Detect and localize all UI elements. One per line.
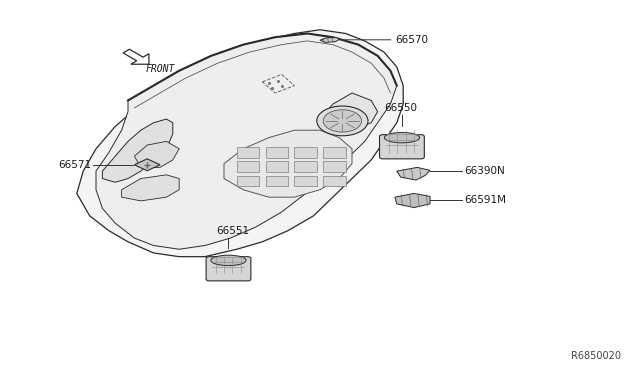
Polygon shape <box>397 167 430 180</box>
Polygon shape <box>224 130 352 197</box>
Text: 66570: 66570 <box>396 35 429 45</box>
Polygon shape <box>134 159 160 171</box>
Circle shape <box>317 106 368 136</box>
Text: 66390N: 66390N <box>464 166 505 176</box>
Text: 66571: 66571 <box>58 160 91 170</box>
Polygon shape <box>320 38 339 42</box>
Bar <box>323 147 346 158</box>
Polygon shape <box>77 30 403 257</box>
Bar <box>266 147 288 158</box>
Bar <box>294 147 317 158</box>
Text: FRONT: FRONT <box>145 64 175 74</box>
Polygon shape <box>395 193 430 208</box>
Text: 66591M: 66591M <box>464 195 506 205</box>
Bar <box>323 176 346 186</box>
Polygon shape <box>96 33 397 249</box>
Polygon shape <box>122 175 179 201</box>
Circle shape <box>323 110 362 132</box>
Polygon shape <box>102 119 173 182</box>
FancyBboxPatch shape <box>206 257 251 281</box>
Bar <box>266 161 288 172</box>
Bar <box>266 176 288 186</box>
FancyBboxPatch shape <box>380 135 424 159</box>
Bar <box>294 161 317 172</box>
Text: R6850020: R6850020 <box>571 351 621 361</box>
Bar <box>237 176 259 186</box>
Bar <box>323 161 346 172</box>
Ellipse shape <box>211 255 246 266</box>
Text: 66551: 66551 <box>216 226 250 236</box>
Bar <box>294 176 317 186</box>
Text: 66550: 66550 <box>384 103 417 113</box>
Ellipse shape <box>384 132 420 143</box>
Polygon shape <box>326 93 378 130</box>
Polygon shape <box>134 141 179 167</box>
Bar <box>237 161 259 172</box>
Polygon shape <box>123 49 149 64</box>
Bar <box>237 147 259 158</box>
